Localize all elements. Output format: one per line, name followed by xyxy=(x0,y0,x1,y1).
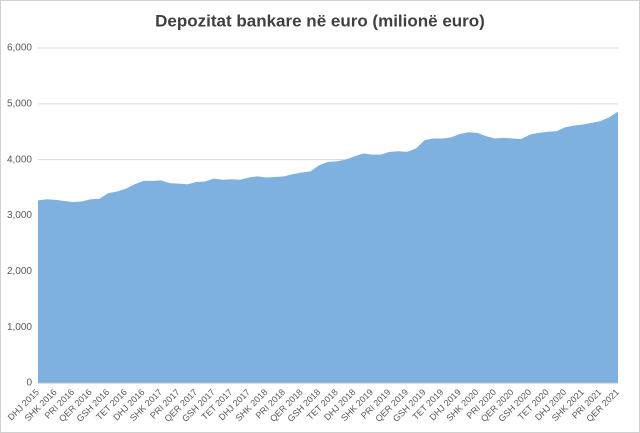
area xyxy=(38,111,618,384)
y-tick-label: 2,000 xyxy=(7,266,32,277)
y-tick-label: 0 xyxy=(26,378,32,389)
y-tick-label: 4,000 xyxy=(7,154,32,165)
y-tick-label: 6,000 xyxy=(7,43,32,54)
y-tick-label: 5,000 xyxy=(7,98,32,109)
y-tick-label: 1,000 xyxy=(7,322,32,333)
y-tick-label: 3,000 xyxy=(7,210,32,221)
chart-title: Depozitat bankare në euro (milionë euro) xyxy=(155,11,485,30)
